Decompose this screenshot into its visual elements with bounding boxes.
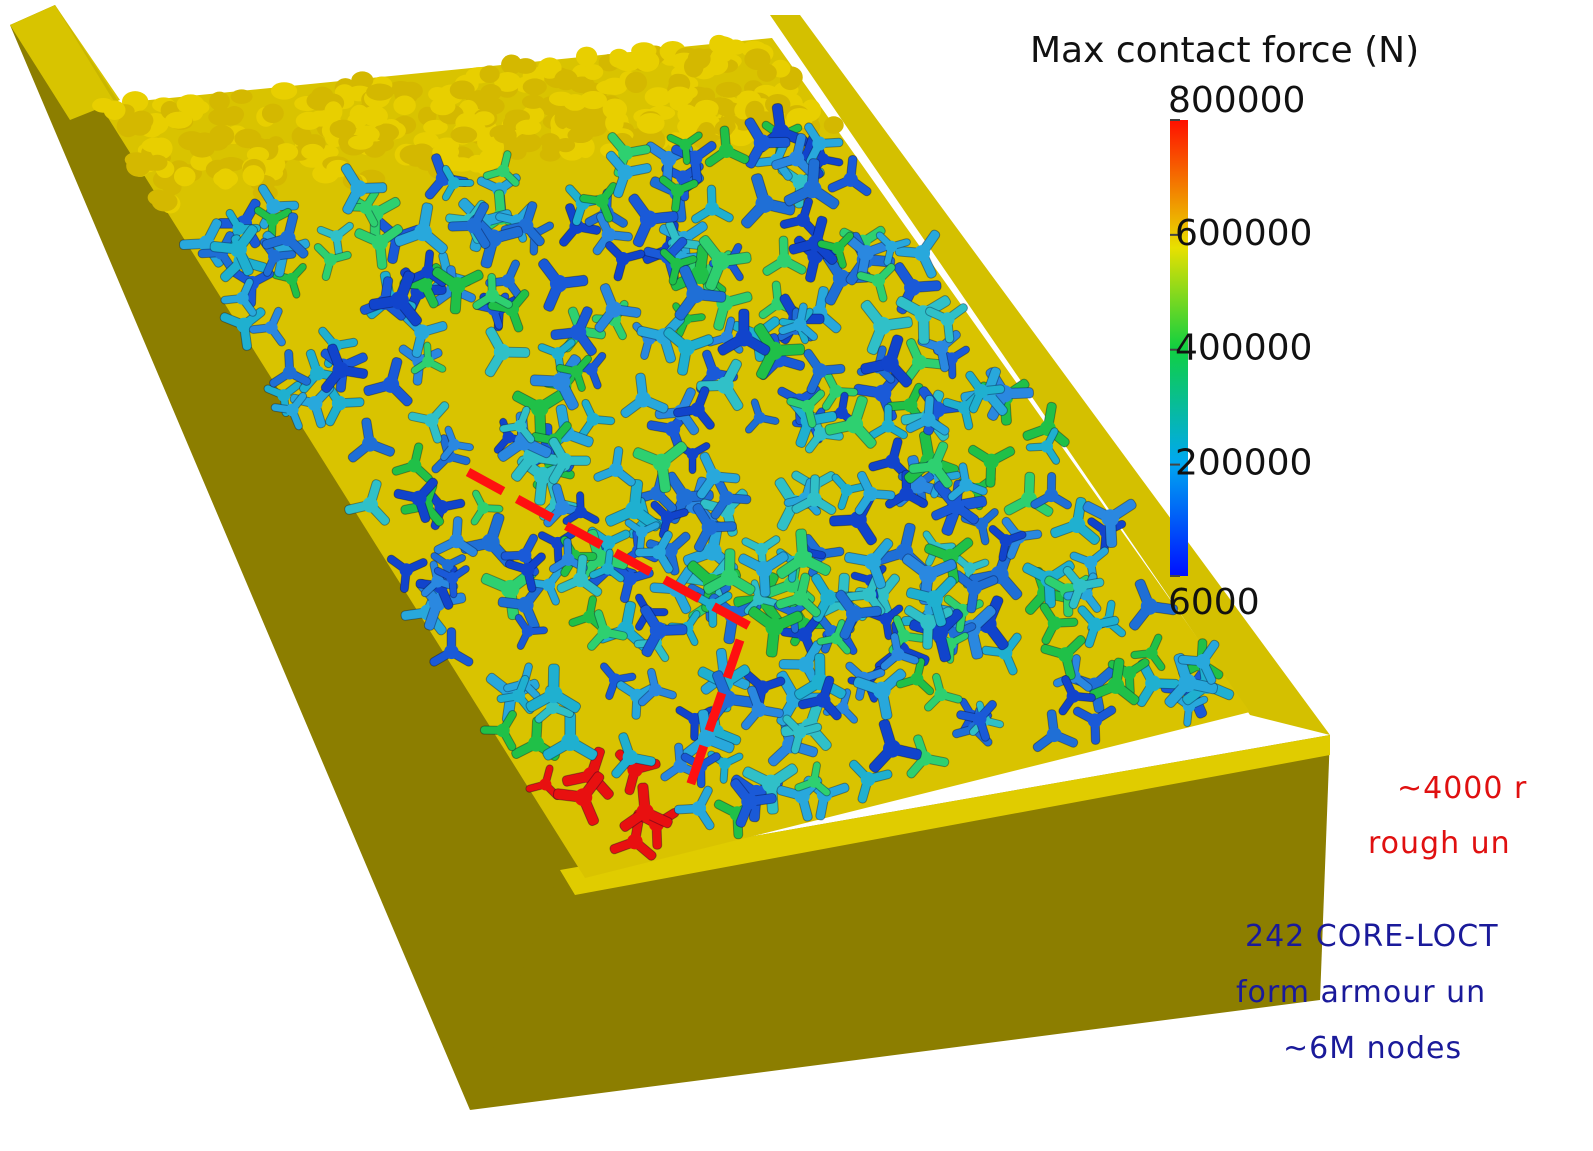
rock: [406, 149, 426, 166]
rock: [563, 113, 587, 130]
rock: [262, 104, 284, 123]
rock: [348, 135, 373, 150]
unit-core: [882, 419, 895, 432]
rock: [142, 138, 166, 152]
rock: [393, 95, 415, 115]
rock: [165, 112, 192, 129]
annotation: form armour un: [1236, 975, 1486, 1010]
rock: [449, 157, 475, 171]
rock: [128, 116, 151, 136]
rock: [218, 110, 243, 125]
rock: [614, 52, 641, 71]
rock: [711, 49, 732, 63]
rock: [324, 101, 342, 122]
tick-label: 800000: [1168, 80, 1305, 121]
rock: [243, 165, 265, 186]
rock: [554, 69, 578, 90]
rock: [605, 113, 624, 133]
annotation: ~4000 r: [1397, 771, 1527, 806]
rock: [596, 80, 623, 94]
rock: [583, 64, 603, 80]
rock: [361, 106, 388, 126]
rock: [824, 116, 844, 134]
tick-label: 6000: [1168, 582, 1260, 623]
rock: [177, 94, 205, 114]
rock: [580, 91, 607, 109]
unit-core: [735, 329, 752, 346]
annotation: rough un: [1368, 826, 1511, 861]
rock: [209, 125, 234, 147]
tick-label: 200000: [1175, 443, 1312, 484]
rock: [556, 138, 575, 152]
scene: Max contact force (N) 800000 600000 400000…: [0, 0, 1593, 1151]
rock: [451, 127, 478, 144]
rock: [524, 80, 545, 96]
rock: [691, 104, 718, 119]
rock: [480, 65, 500, 83]
rock: [494, 127, 517, 143]
rock: [190, 143, 214, 158]
rock: [516, 120, 542, 135]
rock: [666, 87, 693, 106]
rock: [366, 84, 394, 101]
rock: [514, 58, 536, 74]
annotation: ~6M nodes: [1283, 1031, 1462, 1066]
rock: [301, 144, 324, 160]
rock: [126, 155, 150, 176]
rock: [330, 120, 356, 139]
rock: [104, 100, 126, 120]
rock: [716, 82, 742, 98]
rock: [271, 82, 297, 99]
rock: [152, 192, 178, 212]
rock: [174, 167, 196, 187]
rock: [231, 89, 253, 103]
colorbar-title: Max contact force (N): [1030, 30, 1419, 71]
rock: [213, 170, 238, 188]
rock: [637, 113, 665, 134]
rock: [684, 56, 704, 78]
rock: [522, 95, 545, 109]
tick-label: 400000: [1175, 328, 1312, 369]
colorbar-ticks: 800000 600000 400000 200000 6000: [1168, 80, 1312, 623]
rock: [625, 72, 647, 93]
tick-label: 600000: [1175, 213, 1312, 254]
rock: [450, 80, 475, 99]
rock: [480, 84, 501, 101]
rock: [576, 47, 597, 67]
annotation: 242 CORE-LOCT: [1245, 919, 1499, 954]
unit-core: [448, 177, 460, 189]
rock: [234, 129, 261, 148]
rock: [757, 64, 777, 82]
